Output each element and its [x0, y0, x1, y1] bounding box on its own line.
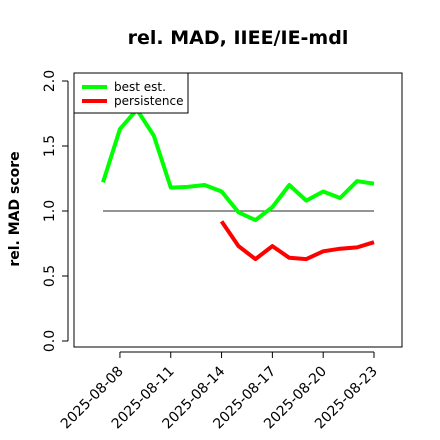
plot-area-frame: [73, 72, 403, 348]
series-line-0: [101, 107, 375, 223]
y-tick-label: 2.0: [42, 70, 58, 92]
legend-label: persistence: [114, 94, 183, 108]
series-line-1: [219, 220, 375, 262]
y-axis-label: rel. MAD score: [7, 151, 23, 266]
y-tick-label: 0.0: [42, 330, 58, 352]
y-tick-label: 1.5: [42, 135, 58, 157]
y-tick-label: 1.0: [42, 200, 58, 222]
x-axis: 2025-08-082025-08-112025-08-142025-08-17…: [58, 351, 381, 432]
legend-label: best est.: [114, 80, 166, 94]
series-layer: [101, 107, 375, 262]
y-axis: 0.0 0.5 1.0 1.5 2.0: [42, 70, 69, 352]
y-tick-label: 0.5: [42, 265, 58, 287]
legend: best est.persistence: [73, 72, 189, 114]
legend-box: [73, 72, 189, 114]
chart-title: rel. MAD, IIEE/IE-mdl: [128, 27, 349, 49]
